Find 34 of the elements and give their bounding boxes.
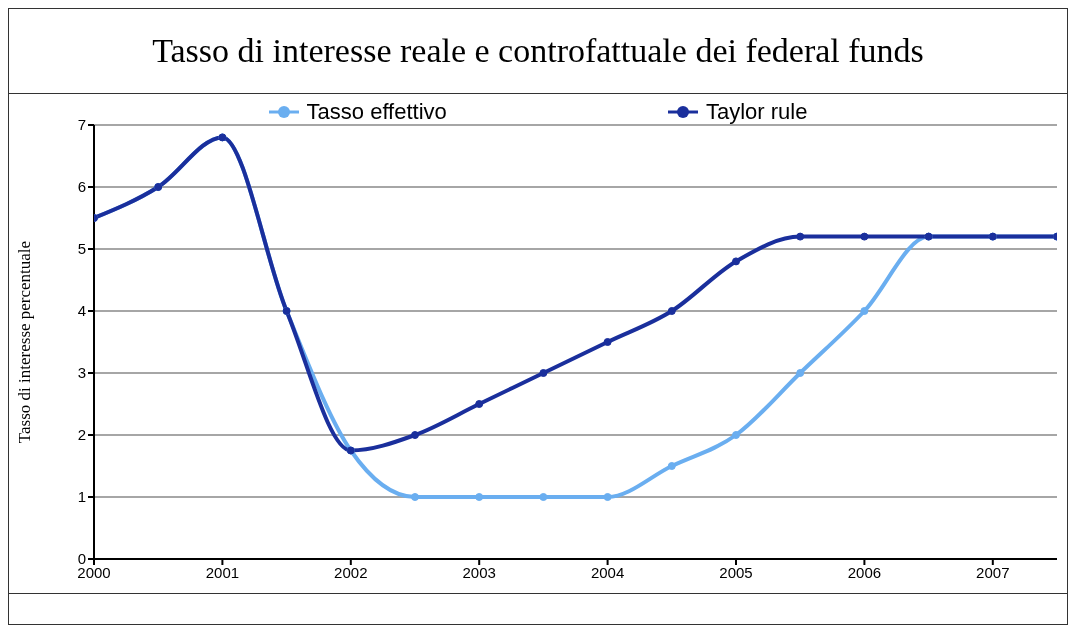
y-tick-label: 3 xyxy=(77,364,86,382)
y-tick-label: 5 xyxy=(77,240,86,258)
legend-label: Taylor rule xyxy=(704,99,808,125)
point xyxy=(539,369,548,377)
point xyxy=(860,307,869,315)
x-tick-label: 2007 xyxy=(976,563,1010,581)
chart-title: Tasso di interesse reale e controfattuale dei federal funds xyxy=(9,9,1067,94)
y-tick-label: 6 xyxy=(77,178,86,196)
x-tick-label: 2005 xyxy=(719,563,753,581)
y-tick-label: 2 xyxy=(77,426,86,444)
point xyxy=(475,493,484,501)
y-tick-label: 4 xyxy=(77,302,86,320)
x-tick-label: 2006 xyxy=(847,563,882,581)
x-tick-label: 2002 xyxy=(334,563,368,581)
x-tick-label: 2004 xyxy=(590,563,625,581)
x-tick-label: 2003 xyxy=(462,563,496,581)
point xyxy=(603,338,612,346)
point xyxy=(603,493,612,501)
point xyxy=(667,307,676,315)
point xyxy=(732,431,740,439)
x-tick-label: 2001 xyxy=(205,563,240,581)
point xyxy=(475,400,484,408)
point xyxy=(860,232,869,241)
y-tick-label: 1 xyxy=(77,488,86,506)
legend-label: Tasso effettivo xyxy=(305,99,447,125)
point xyxy=(732,257,740,266)
y-tick-label: 7 xyxy=(77,116,86,134)
point xyxy=(411,431,419,439)
point xyxy=(796,232,805,241)
point xyxy=(411,493,419,501)
y-axis-title: Tasso di interesse percentuale xyxy=(15,240,35,444)
point xyxy=(539,493,548,501)
point xyxy=(667,462,676,470)
point xyxy=(796,369,805,377)
